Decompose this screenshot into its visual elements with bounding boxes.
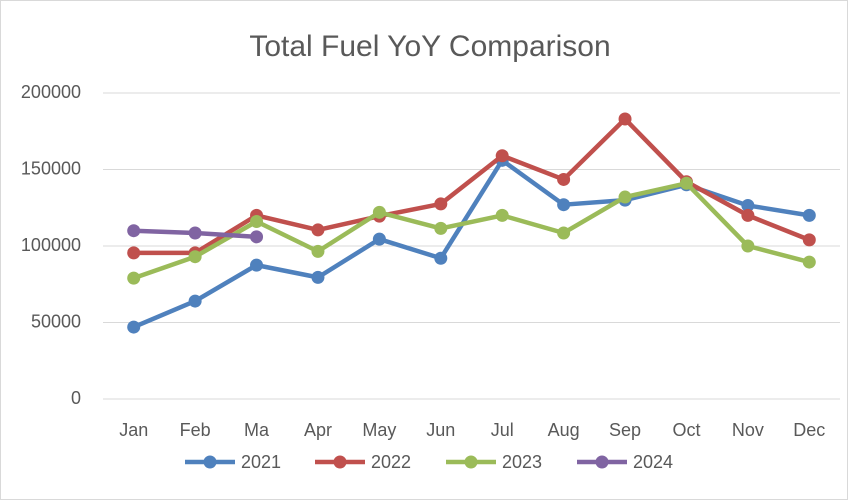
legend-label: 2023 — [502, 452, 542, 472]
point — [679, 176, 693, 190]
legend-marker — [595, 455, 609, 469]
x-tick-label: Jun — [426, 420, 455, 440]
chart-title: Total Fuel YoY Comparison — [249, 30, 610, 63]
point — [557, 198, 571, 212]
x-tick-label: Nov — [732, 420, 764, 440]
legend-label: 2024 — [633, 452, 673, 472]
point — [188, 250, 202, 264]
point — [250, 258, 264, 272]
x-tick-label: Aug — [548, 420, 580, 440]
point — [741, 239, 755, 253]
point — [434, 197, 448, 211]
legend-marker — [464, 455, 478, 469]
point — [127, 271, 141, 285]
x-tick-label: Ma — [244, 420, 270, 440]
legend-label: 2021 — [241, 452, 281, 472]
x-tick-label: Dec — [793, 420, 825, 440]
point — [372, 232, 386, 246]
point — [188, 226, 202, 240]
point — [495, 208, 509, 222]
series-line — [131, 181, 812, 281]
point — [127, 246, 141, 260]
x-tick-label: Jan — [119, 420, 148, 440]
x-tick-label: Apr — [304, 420, 332, 440]
point — [127, 320, 141, 334]
y-tick-label: 150000 — [21, 158, 81, 178]
y-tick-label: 50000 — [31, 311, 81, 331]
legend-marker — [203, 455, 217, 469]
y-tick-label: 0 — [71, 388, 81, 408]
point — [557, 172, 571, 186]
x-tick-label: Sep — [609, 420, 641, 440]
point — [618, 112, 632, 126]
x-tick-label: Oct — [672, 420, 700, 440]
y-tick-label: 200000 — [21, 82, 81, 102]
x-tick-label: Feb — [180, 420, 211, 440]
point — [311, 270, 325, 284]
point — [188, 294, 202, 308]
point — [557, 226, 571, 240]
point — [741, 208, 755, 222]
x-tick-label: May — [362, 420, 396, 440]
point — [311, 223, 325, 237]
point — [741, 198, 755, 212]
point — [495, 149, 509, 163]
point — [250, 215, 264, 229]
point — [802, 208, 816, 222]
point — [618, 190, 632, 204]
legend-label: 2022 — [371, 452, 411, 472]
point — [372, 205, 386, 219]
point — [434, 221, 448, 235]
x-tick-label: Jul — [491, 420, 514, 440]
point — [802, 233, 816, 247]
series-line — [131, 116, 812, 256]
point — [250, 230, 264, 244]
point — [802, 255, 816, 269]
point — [434, 251, 448, 265]
legend-marker — [333, 455, 347, 469]
point — [127, 224, 141, 238]
point — [311, 244, 325, 258]
y-tick-label: 100000 — [21, 235, 81, 255]
